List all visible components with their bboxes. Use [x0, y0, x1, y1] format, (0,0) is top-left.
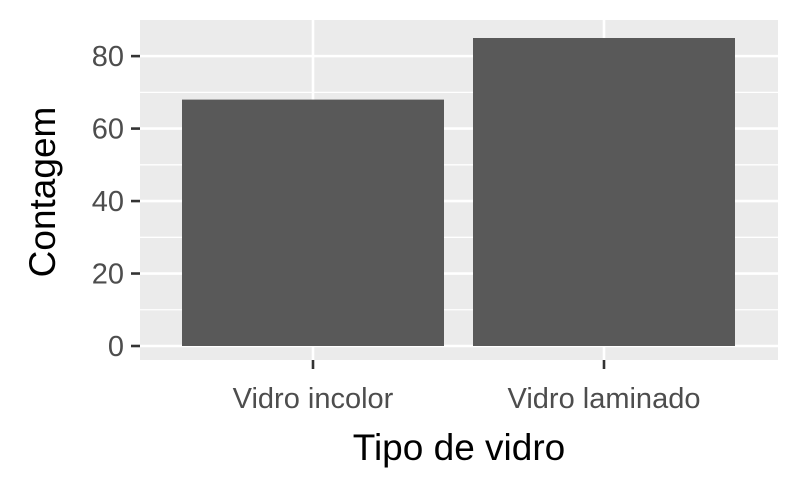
x-axis: Vidro incolor Vidro laminado	[233, 360, 701, 415]
y-tick-label: 40	[92, 186, 124, 218]
x-axis-title: Tipo de vidro	[353, 427, 566, 468]
bar-vidro-incolor	[182, 99, 444, 346]
y-tick-label: 60	[92, 114, 124, 146]
bars	[182, 38, 735, 346]
x-tick-label: Vidro incolor	[233, 383, 394, 415]
bar-vidro-laminado	[473, 38, 735, 346]
y-axis: 0 20 40 60 80	[92, 41, 140, 363]
y-tick-label: 80	[92, 41, 124, 73]
y-tick-label: 0	[108, 331, 124, 363]
y-axis-title: Contagem	[22, 107, 63, 278]
x-tick-label: Vidro laminado	[508, 383, 701, 415]
y-tick-label: 20	[92, 259, 124, 291]
